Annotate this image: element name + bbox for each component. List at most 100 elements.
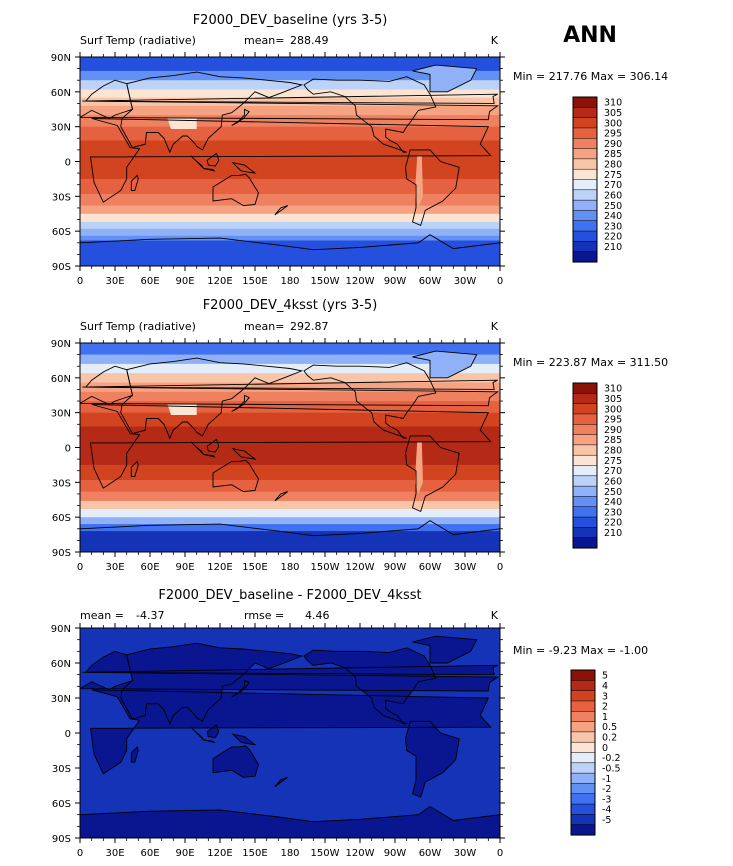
field-band bbox=[80, 240, 500, 266]
colorbar-label: 300 bbox=[604, 118, 622, 129]
coastline-antarctica bbox=[80, 234, 500, 266]
ytick-label: 90S bbox=[52, 548, 71, 559]
land-diff-patch bbox=[82, 665, 498, 675]
coastline-asia bbox=[120, 357, 304, 440]
xtick-label: 180 bbox=[280, 562, 299, 573]
xtick-label: 180 bbox=[280, 848, 299, 859]
coastline-australia bbox=[212, 173, 259, 207]
colorbar-box bbox=[572, 475, 598, 487]
rmse-label: rmse = bbox=[244, 609, 284, 622]
field-band bbox=[80, 524, 500, 532]
colorbar-box bbox=[572, 117, 598, 129]
colorbar-label: 295 bbox=[604, 415, 622, 426]
ytick-label: 30S bbox=[52, 478, 71, 489]
xtick-label: 150W bbox=[311, 848, 340, 859]
ytick-label: 60N bbox=[51, 374, 71, 385]
colorbar-box bbox=[570, 762, 596, 774]
coastline-indonesia2 bbox=[203, 739, 216, 744]
field-band bbox=[80, 57, 500, 72]
units-label: K bbox=[491, 34, 499, 47]
panel-title: F2000_DEV_baseline - F2000_DEV_4ksst bbox=[158, 588, 421, 603]
field-band bbox=[80, 491, 500, 502]
colorbar-frame bbox=[572, 382, 598, 549]
ytick-label: 90S bbox=[52, 834, 71, 845]
ytick-label: 90N bbox=[51, 624, 71, 635]
colorbar-box bbox=[572, 444, 598, 456]
xtick-label: 150W bbox=[311, 276, 340, 287]
colorbar-box bbox=[572, 138, 598, 150]
colorbar-box bbox=[570, 793, 596, 805]
coastline-indonesia1 bbox=[190, 726, 205, 741]
coastline-madagascar bbox=[130, 460, 139, 477]
colorbar-box bbox=[572, 241, 598, 253]
coastline-asia bbox=[120, 71, 304, 154]
ytick-label: 0 bbox=[65, 729, 71, 740]
colorbar-box bbox=[572, 179, 598, 191]
xtick-label: 120W bbox=[346, 276, 375, 287]
ytick-label: 60S bbox=[52, 799, 71, 810]
ytick-label: 30N bbox=[51, 123, 71, 134]
colorbar-label: 310 bbox=[604, 98, 622, 109]
xtick-label: 30W bbox=[454, 848, 477, 859]
colorbar-box bbox=[572, 251, 598, 263]
coastline-japan bbox=[231, 679, 250, 698]
colorbar-label: 0.5 bbox=[602, 722, 617, 733]
coastline-indonesia2 bbox=[203, 454, 216, 458]
coastline-greenland bbox=[412, 635, 478, 664]
xtick-label: 150E bbox=[242, 562, 267, 573]
colorbar-box bbox=[570, 690, 596, 702]
field-band bbox=[80, 373, 500, 383]
colorbar-box bbox=[572, 393, 598, 405]
colorbar-label: -1 bbox=[602, 774, 611, 785]
colorbar-label: 250 bbox=[604, 487, 622, 498]
ytick-label: 60N bbox=[51, 659, 71, 670]
colorbar-label: 270 bbox=[604, 466, 622, 477]
coastline-indonesia1 bbox=[190, 441, 205, 455]
field-band bbox=[80, 105, 500, 116]
xtick-label: 120W bbox=[346, 562, 375, 573]
units-label: K bbox=[491, 609, 499, 622]
minmax-text: Min = -9.23 Max = -1.00 bbox=[513, 644, 648, 657]
ytick-label: 90S bbox=[52, 262, 71, 273]
field-band bbox=[80, 480, 500, 493]
colorbar-box bbox=[572, 413, 598, 425]
mean-value: -4.37 bbox=[136, 609, 164, 622]
field-band bbox=[80, 140, 500, 180]
colorbar-label: 2 bbox=[602, 702, 608, 713]
xtick-label: 150W bbox=[311, 562, 340, 573]
ytick-label: 30N bbox=[51, 409, 71, 420]
coastline-newguinea bbox=[231, 447, 257, 460]
coastline-uk bbox=[82, 379, 498, 390]
xtick-label: 0 bbox=[77, 276, 83, 287]
minmax-text: Min = 223.87 Max = 311.50 bbox=[513, 356, 668, 369]
ytick-label: 90N bbox=[51, 339, 71, 350]
ytick-label: 90N bbox=[51, 53, 71, 64]
xtick-label: 60W bbox=[419, 848, 442, 859]
xtick-label: 0 bbox=[497, 562, 503, 573]
field-band bbox=[80, 391, 500, 402]
colorbar-label: 285 bbox=[604, 435, 622, 446]
mean-value: 288.49 bbox=[290, 34, 329, 47]
rmse-value: 4.46 bbox=[305, 609, 330, 622]
xtick-label: 30E bbox=[105, 562, 124, 573]
colorbar-label: 275 bbox=[604, 170, 622, 181]
colorbar-box bbox=[572, 506, 598, 518]
coastline-europe bbox=[80, 79, 500, 121]
land-diff-patch bbox=[405, 721, 460, 798]
colorbar-label: 230 bbox=[604, 507, 622, 518]
field-band bbox=[80, 517, 500, 525]
colorbar-label: 310 bbox=[604, 384, 622, 395]
field-band bbox=[80, 500, 500, 510]
xtick-label: 90W bbox=[384, 562, 407, 573]
colorbar-box bbox=[570, 803, 596, 815]
field-band bbox=[80, 343, 500, 356]
land-diff-patch bbox=[232, 734, 255, 745]
colorbar-box bbox=[572, 127, 598, 139]
ytick-label: 0 bbox=[65, 444, 71, 455]
colorbar-label: -2 bbox=[602, 784, 611, 795]
colorbar-label: 5 bbox=[602, 671, 608, 682]
colorbar-frame bbox=[570, 669, 596, 836]
xtick-label: 60E bbox=[140, 562, 159, 573]
colorbar-label: -0.5 bbox=[602, 764, 621, 775]
coastline-europe bbox=[80, 365, 500, 407]
